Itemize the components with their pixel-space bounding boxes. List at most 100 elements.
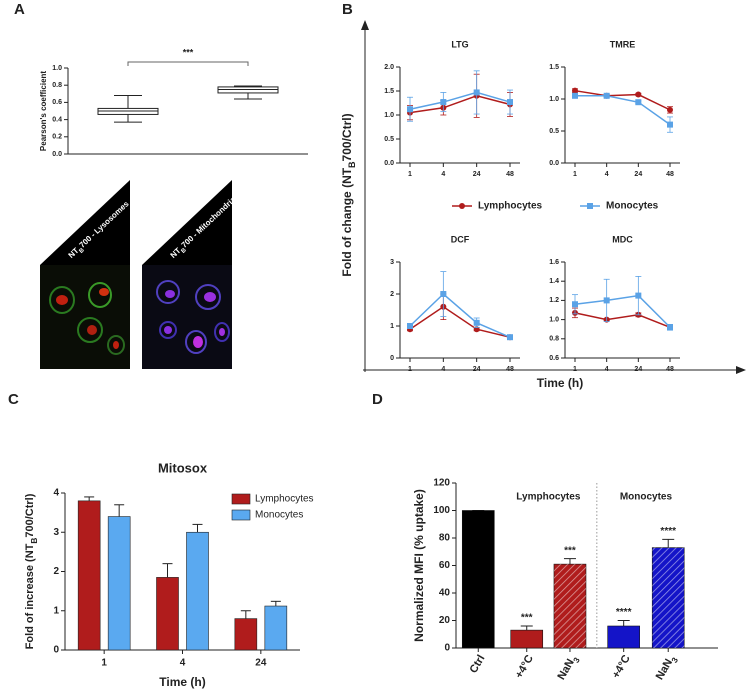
y-tick-label: 2 [390,291,394,298]
y-tick-label: 1.5 [384,88,394,95]
x-tick-label: +4°C [513,653,536,681]
series-line [574,294,671,328]
marker [507,99,513,106]
x-tick-label: 48 [506,171,514,178]
marker [473,319,480,326]
x-axis-label: Time (h) [537,376,583,390]
image [40,265,130,369]
y-axis-label-part: Fold of change (NT [340,167,354,276]
marker [440,291,447,297]
x-tick-label: 24 [634,171,642,178]
marker [603,297,610,304]
x-tick-label: 4 [605,171,609,178]
marker [507,334,513,341]
y-tick-label: 20 [439,615,451,626]
y-tick-label: 1.0 [549,316,559,323]
panel-label: A [14,1,25,18]
panel-label: C [8,391,19,408]
x-tick-label-part: 3 [571,655,581,664]
legend-marker [587,203,593,209]
y-tick-label: 1 [390,323,394,330]
group-label: Monocytes [620,492,673,503]
bar [234,618,258,651]
bar [107,516,131,651]
y-tick-label: 60 [439,560,451,571]
bar [607,625,640,649]
legend-marker [459,203,465,209]
y-tick-label: 0.5 [384,136,394,143]
microscopy-images [40,180,232,369]
arrow-head [361,20,369,30]
significance: *** [564,545,576,556]
x-tick-label: 4 [441,171,445,178]
bar-hatch [553,564,586,648]
x-tick-label: 1 [573,171,577,178]
y-tick-label: 1.6 [549,259,559,266]
y-axis-label-part: Fold of increase (NT [24,543,36,649]
marker [667,121,673,128]
group-label: Lymphocytes [516,492,581,503]
marker [635,99,642,106]
series-line [574,89,671,111]
y-axis-label: Normalized MFI (% uptake) [412,489,426,642]
marker [473,89,480,96]
x-tick-label: 24 [473,171,481,178]
chart-title: Mitosox [158,460,208,475]
marker [667,106,673,113]
y-tick-label: 0 [390,355,394,362]
legend-label: Monocytes [255,510,303,521]
x-tick-label-part: Ctrl [468,653,488,675]
x-tick-label: 1 [573,366,577,373]
y-tick-label: 0.2 [52,134,62,141]
y-tick-label: 0.6 [52,99,62,106]
series-line [575,95,671,126]
image-header [40,180,130,265]
marker [667,324,673,331]
y-tick-label: 1.4 [549,278,559,285]
y-axis-label-part: 700/Ctrl) [24,493,36,537]
image-label-part: B [180,247,188,255]
x-tick-label-part: +4°C [513,653,536,681]
bar [461,510,495,649]
x-tick-label: 24 [255,658,267,669]
chart-title: TMRE [610,39,636,49]
y-tick-label: 0.8 [549,336,559,343]
y-tick-label: 100 [433,505,450,516]
y-tick-label: 0 [53,645,59,656]
significance-bracket [127,61,249,66]
marker [407,106,413,113]
y-tick-label: 0.4 [52,116,62,123]
marker [407,323,413,329]
y-axis-label: Pearson's coefficient [39,71,48,151]
y-axis-label-part: B [30,538,39,544]
x-tick-label: 48 [666,171,674,178]
x-tick-label: 1 [101,658,107,669]
series-line [409,91,511,110]
legend-label: Monocytes [606,201,659,212]
x-axis-label: Time (h) [159,675,205,689]
x-tick-label: 48 [506,366,514,373]
x-tick-label: 4 [605,366,609,373]
y-tick-label: 0.0 [384,160,394,167]
x-tick-label: NaN3 [555,653,581,684]
x-tick-label: 24 [634,366,642,373]
marker [572,301,578,308]
panel-label: D [372,391,383,408]
x-tick-label: Ctrl [468,653,488,675]
marker [635,91,642,98]
image-header [142,180,232,265]
y-tick-label: 1 [53,605,59,616]
x-tick-label-part: +4°C [610,653,633,681]
bar [510,629,544,649]
significance: *** [521,613,533,624]
x-tick-label: 4 [180,658,186,669]
bar [186,531,209,651]
image-label-part: B [78,247,86,255]
legend-label: Lymphocytes [255,494,314,505]
significance: **** [660,526,676,537]
y-tick-label: 0.0 [549,160,559,167]
chart-title: MDC [612,234,633,244]
y-tick-label: 2.0 [384,64,394,71]
y-tick-label: 0.5 [549,128,559,135]
x-tick-label: 1 [408,171,412,178]
